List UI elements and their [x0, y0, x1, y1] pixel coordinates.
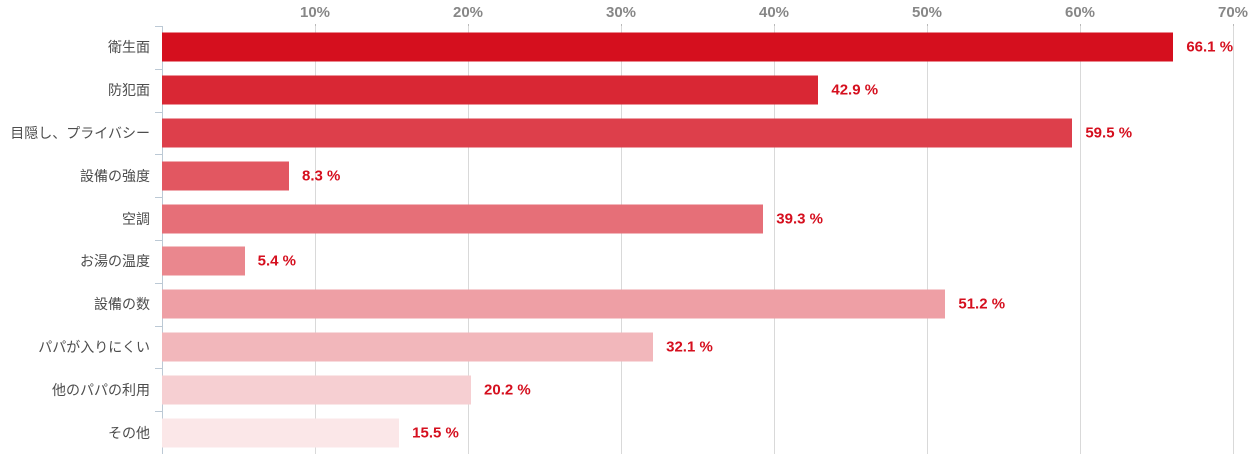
- category-label: お湯の温度: [80, 253, 150, 270]
- y-axis-tick-mark: [155, 111, 162, 113]
- y-axis-line: [162, 26, 163, 454]
- value-label: 59.5 %: [1085, 124, 1133, 142]
- y-axis-tick-mark: [155, 240, 162, 241]
- chart-row: 防犯面 42.9 %: [0, 69, 1260, 112]
- value-label: 42.9 %: [831, 81, 879, 99]
- chart-row: 他のパパの利用 20.2 %: [0, 368, 1260, 411]
- x-axis-tick-label: 70%: [1217, 4, 1249, 21]
- value-label: 15.5 %: [412, 424, 459, 442]
- value-label: 39.3 %: [776, 210, 823, 228]
- gridline: [774, 26, 775, 454]
- category-label: その他: [108, 424, 150, 441]
- bar: [162, 161, 289, 191]
- bar: [162, 332, 654, 362]
- chart-row: 空調 39.3 %: [0, 197, 1260, 240]
- y-axis-tick-mark: [155, 411, 162, 413]
- category-label: 防犯面: [108, 82, 150, 99]
- x-axis-tick-label: 60%: [1064, 4, 1096, 21]
- chart-row: その他 15.5 %: [0, 411, 1260, 454]
- category-label: 空調: [122, 210, 150, 227]
- x-axis-tick-label: 30%: [605, 4, 637, 21]
- bar: [162, 418, 400, 448]
- bar: [162, 289, 946, 319]
- gridline: [621, 26, 622, 454]
- value-label: 51.2 %: [958, 295, 1006, 313]
- chart-row: お湯の温度 5.4 %: [0, 240, 1260, 283]
- value-label: 32.1 %: [666, 338, 713, 356]
- value-label: 5.4 %: [257, 252, 296, 270]
- chart-row: パパが入りにくい 32.1 %: [0, 326, 1260, 369]
- y-axis-tick-mark: [155, 282, 162, 284]
- y-axis-tick-mark: [155, 154, 162, 156]
- bar: [162, 204, 764, 234]
- y-axis-tick-mark: [155, 26, 162, 27]
- bar: [162, 32, 1174, 62]
- bar: [162, 375, 472, 405]
- bar: [162, 75, 819, 105]
- chart-row: 衛生面 66.1 %: [0, 26, 1260, 69]
- chart-row: 目隠し、プライバシー 59.5 %: [0, 112, 1260, 155]
- y-axis-tick-mark: [155, 325, 162, 327]
- category-label: 目隠し、プライバシー: [10, 124, 150, 141]
- category-label: 設備の強度: [80, 167, 150, 184]
- x-axis-tick-label: 40%: [758, 4, 790, 21]
- bar: [162, 246, 245, 276]
- bar: [162, 118, 1073, 148]
- gridline: [1233, 26, 1234, 454]
- category-label: 衛生面: [108, 39, 150, 56]
- value-label: 20.2 %: [484, 381, 531, 399]
- y-axis-tick-mark: [155, 197, 162, 199]
- chart-row: 設備の強度 8.3 %: [0, 154, 1260, 197]
- value-label: 8.3 %: [301, 167, 341, 185]
- y-axis-tick-mark: [155, 368, 162, 370]
- x-axis-tick-label: 20%: [452, 4, 484, 21]
- gridline: [315, 26, 316, 454]
- category-label: 他のパパの利用: [52, 381, 150, 398]
- x-axis-tick-label: 10%: [299, 4, 331, 21]
- category-label: パパが入りにくい: [38, 338, 150, 355]
- gridline: [468, 26, 469, 454]
- x-axis-tick-label: 50%: [911, 4, 943, 21]
- category-label: 設備の数: [94, 296, 150, 313]
- gridline: [927, 26, 928, 454]
- gridline: [1080, 26, 1081, 454]
- value-label: 66.1 %: [1186, 38, 1234, 56]
- chart-row: 設備の数 51.2 %: [0, 283, 1260, 326]
- y-axis-tick-mark: [155, 68, 162, 70]
